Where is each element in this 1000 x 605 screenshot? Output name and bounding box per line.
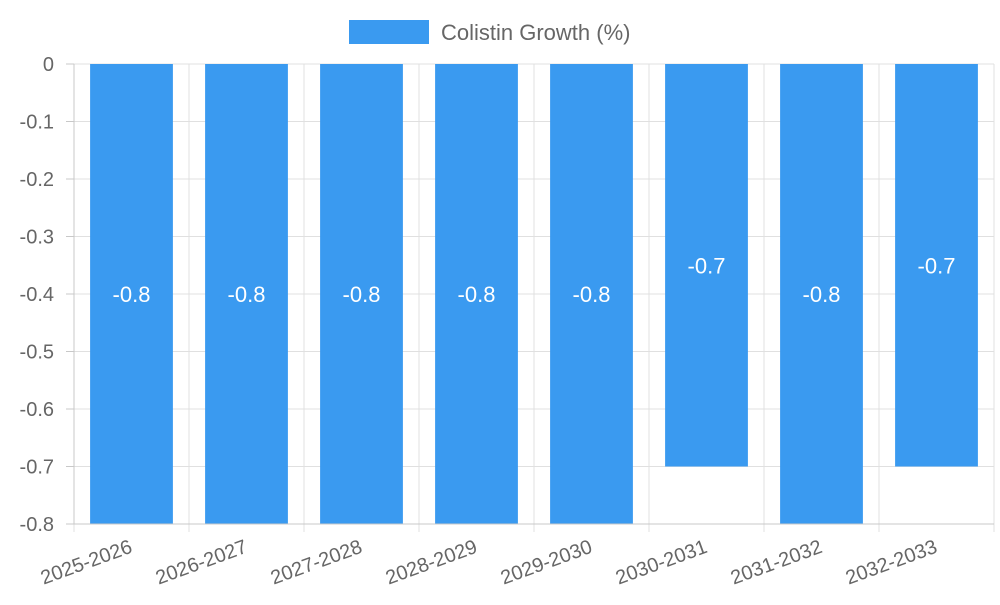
- y-tick-label: -0.4: [20, 284, 54, 306]
- x-tick-label: 2028-2029: [383, 536, 480, 589]
- y-tick-label: -0.8: [20, 514, 54, 536]
- bar-value-label: -0.8: [458, 282, 496, 307]
- bar-value-label: -0.7: [918, 253, 956, 278]
- bar[interactable]: [895, 64, 978, 467]
- legend-swatch: [349, 20, 429, 44]
- legend-label: Colistin Growth (%): [441, 20, 630, 45]
- data-labels: -0.8 -0.8 -0.8 -0.8 -0.8 -0.7 -0.8 -0.7: [113, 253, 956, 307]
- y-tick-label: -0.7: [20, 457, 54, 479]
- bar[interactable]: [205, 64, 288, 524]
- x-tick-label: 2030-2031: [613, 536, 710, 589]
- bar[interactable]: [665, 64, 748, 467]
- y-tick-label: -0.1: [20, 112, 54, 134]
- bar-value-label: -0.8: [573, 282, 611, 307]
- x-tick-label: 2027-2028: [268, 536, 365, 589]
- x-tick-label: 2032-2033: [843, 536, 940, 589]
- y-tick-label: -0.6: [20, 399, 54, 421]
- x-tick-label: 2026-2027: [153, 536, 250, 589]
- bar[interactable]: [90, 64, 173, 524]
- x-tick-label: 2029-2030: [498, 536, 595, 589]
- bar-value-label: -0.8: [113, 282, 151, 307]
- y-tick-label: -0.3: [20, 227, 54, 249]
- x-tick-label: 2025-2026: [38, 536, 135, 589]
- bar[interactable]: [780, 64, 863, 524]
- y-tick-label: 0: [43, 54, 54, 76]
- bar-value-label: -0.8: [803, 282, 841, 307]
- y-tick-label: -0.2: [20, 169, 54, 191]
- bar[interactable]: [435, 64, 518, 524]
- legend[interactable]: Colistin Growth (%): [349, 20, 630, 45]
- bars: [90, 64, 978, 524]
- x-tick-label: 2031-2032: [728, 536, 825, 589]
- y-tick-label: -0.5: [20, 342, 54, 364]
- bar[interactable]: [320, 64, 403, 524]
- bar-value-label: -0.8: [228, 282, 266, 307]
- bar-value-label: -0.7: [688, 253, 726, 278]
- bar-value-label: -0.8: [343, 282, 381, 307]
- bar[interactable]: [550, 64, 633, 524]
